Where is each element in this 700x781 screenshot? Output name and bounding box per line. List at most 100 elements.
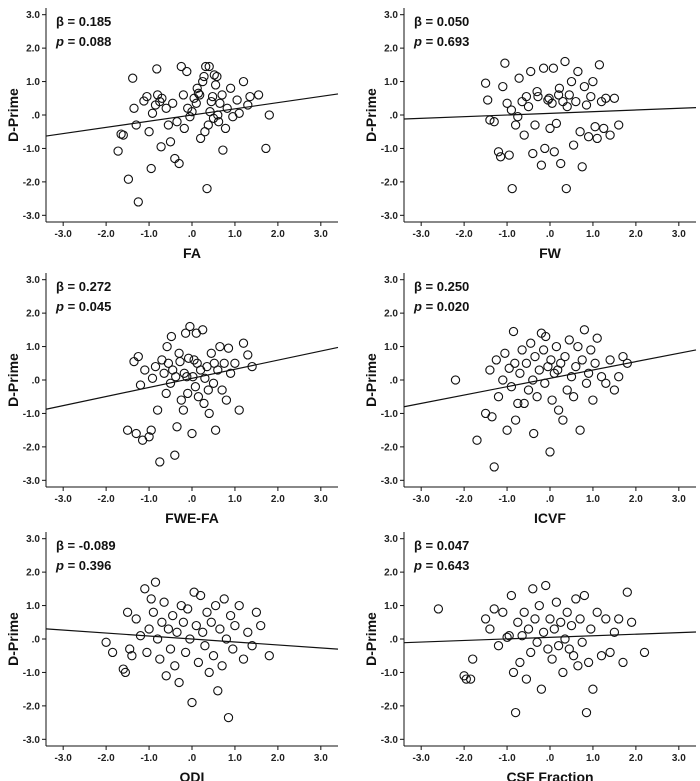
- p-value-label: p = 0.088: [55, 34, 111, 49]
- data-point: [172, 627, 182, 637]
- data-point: [601, 614, 611, 624]
- data-point: [562, 385, 572, 395]
- data-point: [221, 634, 232, 644]
- data-point: [225, 610, 236, 621]
- x-tick-label: 1.0: [586, 494, 600, 505]
- data-point: [609, 385, 620, 395]
- x-tick-label: -2.0: [98, 753, 116, 764]
- data-point: [545, 614, 555, 624]
- data-point: [187, 697, 197, 708]
- data-point: [571, 594, 581, 604]
- data-point: [485, 365, 495, 375]
- x-axis-label: ODI: [180, 769, 205, 781]
- data-point: [502, 98, 512, 108]
- data-point: [564, 335, 574, 345]
- data-point: [513, 112, 523, 122]
- data-point: [510, 358, 520, 368]
- x-tick-label: 1.0: [586, 753, 600, 764]
- data-point: [189, 355, 199, 365]
- y-tick-label: 2.0: [26, 44, 40, 55]
- p-value: = 0.643: [422, 558, 469, 573]
- data-point: [144, 127, 154, 137]
- data-point: [217, 385, 227, 395]
- y-tick-label: 1.0: [26, 601, 40, 612]
- data-point: [504, 363, 514, 373]
- data-point: [538, 345, 549, 355]
- data-point: [203, 385, 213, 395]
- y-tick-label: 3.0: [384, 10, 398, 21]
- data-point: [133, 197, 143, 207]
- data-point: [180, 647, 191, 658]
- data-point: [120, 667, 131, 678]
- data-point: [163, 358, 174, 368]
- data-point: [135, 380, 146, 390]
- data-point: [515, 657, 525, 668]
- data-point: [489, 604, 499, 614]
- data-point: [234, 405, 244, 415]
- beta-label: β = 0.185: [56, 14, 111, 29]
- y-tick-label: -2.0: [381, 442, 399, 453]
- x-tick-label: -1.0: [140, 494, 158, 505]
- data-point: [225, 83, 236, 93]
- x-tick-label: -3.0: [55, 229, 73, 240]
- data-point: [592, 133, 602, 144]
- data-point: [155, 457, 165, 467]
- data-point: [564, 644, 574, 654]
- data-point: [183, 353, 194, 363]
- data-point: [256, 620, 266, 631]
- p-symbol: p: [55, 34, 64, 49]
- y-tick-label: -2.0: [381, 701, 399, 712]
- x-tick-label: -2.0: [456, 494, 474, 505]
- data-point: [561, 183, 571, 194]
- y-tick-label: -2.0: [23, 442, 41, 453]
- data-point: [614, 372, 624, 382]
- data-point: [468, 654, 478, 664]
- y-tick-label: 1.0: [384, 342, 398, 353]
- x-tick-label: -1.0: [140, 753, 158, 764]
- data-point: [579, 81, 590, 92]
- x-tick-label: -1.0: [498, 753, 516, 764]
- data-point: [530, 120, 540, 130]
- y-tick-label: -1.0: [23, 409, 41, 420]
- y-tick-label: .0: [390, 635, 399, 646]
- y-tick-label: -1.0: [381, 144, 399, 155]
- data-point: [498, 607, 508, 617]
- x-tick-label: -2.0: [98, 229, 116, 240]
- y-tick-label: 2.0: [26, 309, 40, 320]
- data-point: [230, 620, 240, 631]
- data-point: [213, 117, 224, 127]
- data-point: [116, 129, 126, 139]
- x-tick-label: .0: [546, 229, 555, 240]
- data-point: [192, 83, 202, 93]
- data-point: [577, 637, 587, 647]
- x-tick-label: 1.0: [228, 494, 242, 505]
- data-point: [465, 674, 476, 684]
- x-tick-label: 3.0: [314, 753, 328, 764]
- data-point: [592, 333, 602, 343]
- data-point: [523, 101, 534, 112]
- data-point: [553, 405, 564, 415]
- data-point: [500, 348, 510, 358]
- data-point: [556, 617, 566, 627]
- data-point: [210, 425, 221, 435]
- y-tick-label: 1.0: [26, 77, 40, 88]
- y-tick-label: -3.0: [23, 735, 41, 746]
- data-point: [507, 183, 517, 194]
- y-tick-label: -2.0: [23, 177, 41, 188]
- data-point: [554, 83, 565, 93]
- data-point: [172, 422, 182, 432]
- data-point: [238, 654, 249, 664]
- data-point: [180, 328, 191, 338]
- data-point: [502, 632, 512, 642]
- data-point: [243, 350, 253, 360]
- data-point: [551, 597, 562, 607]
- data-point: [198, 325, 208, 335]
- data-point: [195, 90, 205, 100]
- data-point: [513, 398, 523, 409]
- data-point: [206, 96, 216, 107]
- y-tick-label: .0: [390, 376, 399, 387]
- data-point: [170, 661, 180, 671]
- data-point: [583, 132, 594, 142]
- data-point: [513, 617, 523, 627]
- data-point: [504, 150, 514, 160]
